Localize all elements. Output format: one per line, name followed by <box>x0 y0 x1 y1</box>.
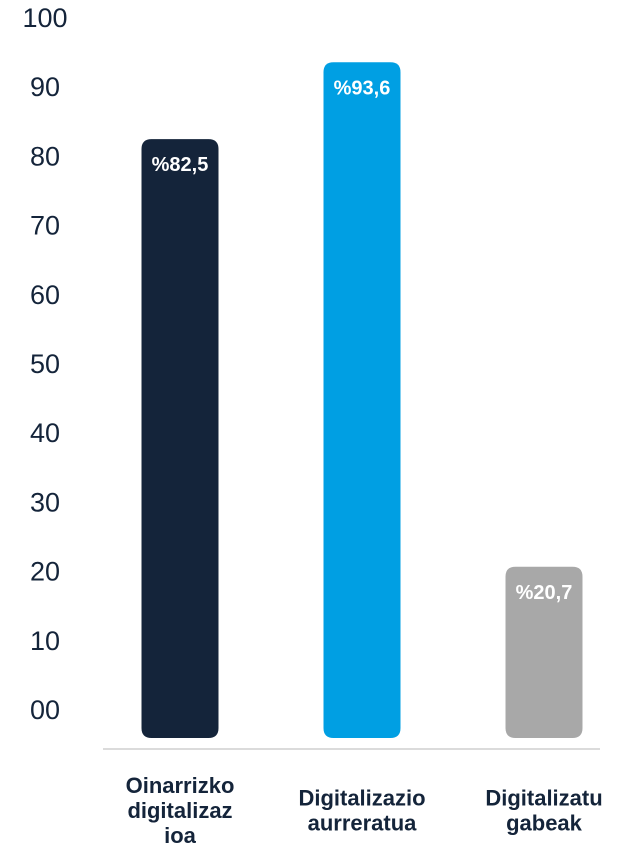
bar-data-label: %20,7 <box>516 582 573 604</box>
category-label: Oinarrizko digitalizaz ioa <box>126 773 235 848</box>
category-label-line: Digitalizazio <box>298 785 425 810</box>
y-tick-label: 00 <box>30 695 60 725</box>
y-tick-label: 50 <box>30 349 60 379</box>
y-tick-label: 20 <box>30 557 60 587</box>
category-label-line: Digitalizatu <box>485 785 602 810</box>
category-label-line: aurreratua <box>308 810 418 835</box>
y-tick-label: 30 <box>30 487 60 517</box>
y-tick-label: 90 <box>30 72 60 102</box>
y-tick-label: 40 <box>30 418 60 448</box>
bar <box>141 139 219 739</box>
category-label-line: Oinarrizko <box>126 773 235 798</box>
bar <box>505 566 583 738</box>
y-tick-label: 80 <box>30 141 60 171</box>
y-tick-label: 100 <box>22 3 67 33</box>
y-tick-label: 10 <box>30 626 60 656</box>
bars: %82,5 %93,6 %20,7 <box>141 62 583 739</box>
y-axis: 00 10 20 30 40 50 60 70 80 90 100 <box>22 3 67 725</box>
y-tick-label: 70 <box>30 211 60 241</box>
category-label-line: gabeak <box>506 810 583 835</box>
bar <box>323 62 401 738</box>
bar-data-label: %93,6 <box>334 77 391 99</box>
category-label-line: ioa <box>164 823 197 848</box>
category-label: Digitalizazio aurreratua <box>298 785 425 835</box>
bar-data-label: %82,5 <box>152 154 209 176</box>
category-label: Digitalizatu gabeak <box>485 785 602 835</box>
category-label-line: digitalizaz <box>127 798 232 823</box>
y-tick-label: 60 <box>30 280 60 310</box>
x-axis: Oinarrizko digitalizaz ioa Digitalizazio aur… <box>126 773 603 848</box>
